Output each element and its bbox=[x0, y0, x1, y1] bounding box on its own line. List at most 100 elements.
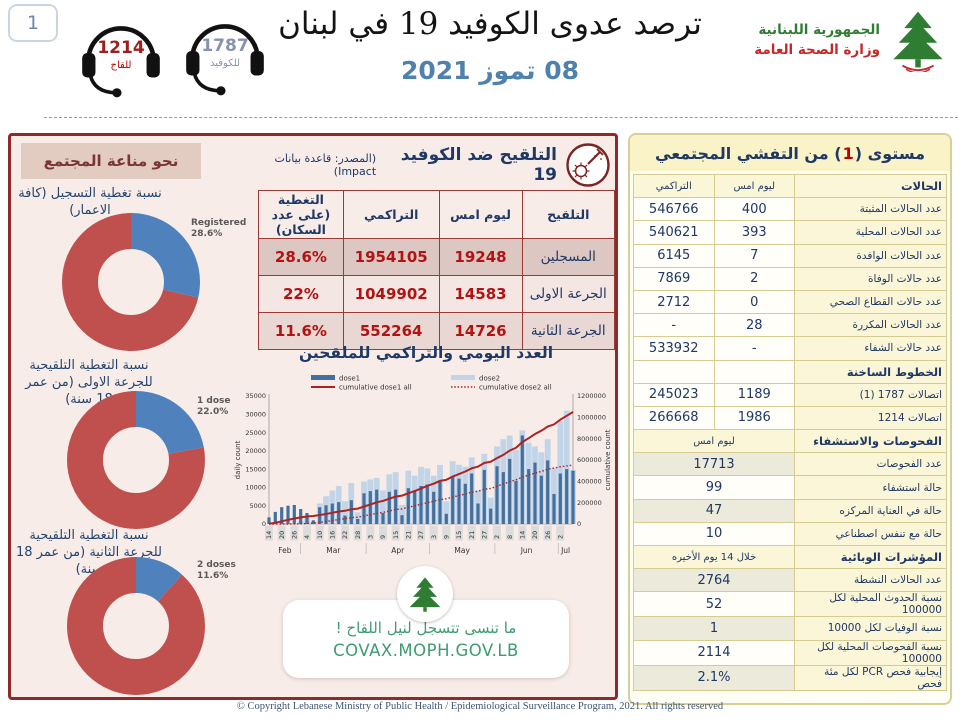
ministry-line2: وزارة الصحة العامة bbox=[754, 42, 880, 58]
svg-text:800000: 800000 bbox=[577, 435, 602, 443]
cumulative-value: 552264 bbox=[342, 312, 440, 350]
svg-text:26: 26 bbox=[291, 531, 299, 539]
table-row: اتصالات 1214 1986 266668 bbox=[633, 405, 947, 431]
cumulative-value: 1049902 bbox=[342, 275, 440, 313]
row-label: الخطوط الساخنة bbox=[794, 359, 947, 384]
row-value: 6145 bbox=[633, 243, 715, 268]
vaccination-title: التلقيح ضد الكوفيد 19 bbox=[400, 145, 557, 185]
row-label: المسجلين bbox=[521, 238, 615, 276]
daily-cumulative-chart: dose1 dose2 cumulative dose1 all cumulative… bbox=[233, 372, 615, 560]
outbreak-level: 1 bbox=[842, 143, 854, 163]
header-divider bbox=[44, 117, 958, 118]
row-value: 0 bbox=[713, 289, 795, 315]
outbreak-table: الحالات ليوم امس التراكمي عدد الحالات المثب… bbox=[633, 173, 947, 691]
hotline-covid-label: للكوفيد bbox=[209, 58, 241, 69]
svg-text:27: 27 bbox=[481, 531, 489, 539]
svg-text:20000: 20000 bbox=[245, 447, 266, 455]
svg-text:Mar: Mar bbox=[326, 546, 341, 555]
table-row: حالة مع تنفس اصطناعي 10 bbox=[633, 521, 947, 547]
callout-series: 2 doses bbox=[197, 560, 236, 570]
callout-series: 1 dose bbox=[197, 396, 231, 406]
row-value: 52 bbox=[633, 591, 795, 618]
col-coverage: التغطية (على عدد السكان) bbox=[258, 190, 344, 239]
svg-text:20: 20 bbox=[531, 531, 539, 539]
table-row: المسجلين 19248 1954105 28.6% bbox=[258, 238, 615, 276]
row-value: 2114 bbox=[633, 639, 795, 666]
row-value: 28 bbox=[713, 313, 795, 338]
col-vaccination: التلقيح bbox=[521, 190, 615, 239]
row-value: - bbox=[713, 336, 795, 361]
covax-message: ما تنسى تتسجل لنيل اللقاح ! bbox=[335, 618, 517, 637]
table-header-row: التلقيح ليوم امس التراكمي التغطية (على ع… bbox=[258, 190, 615, 239]
svg-text:9: 9 bbox=[443, 535, 451, 539]
svg-text:5000: 5000 bbox=[249, 502, 266, 510]
row-value: 2712 bbox=[633, 289, 715, 315]
table-row: الجرعة الثانية 14726 552264 11.6% bbox=[258, 312, 615, 350]
table-row: عدد حالات الشفاء -533932 bbox=[633, 336, 947, 361]
row-label: الحالات bbox=[794, 173, 947, 199]
row-value: ليوم امس bbox=[713, 173, 795, 199]
hotline-vaccine-number: 1214 bbox=[97, 38, 145, 58]
svg-text:daily count: daily count bbox=[234, 440, 242, 479]
row-label: عدد الحالات الوافدة bbox=[794, 243, 947, 268]
table-row: الجرعة الاولى 14583 1049902 22% bbox=[258, 275, 615, 313]
row-value: 1986 bbox=[713, 405, 795, 431]
headset-icon bbox=[186, 24, 264, 96]
callout-percent: 28.6% bbox=[191, 229, 223, 240]
row-value: 533932 bbox=[633, 336, 715, 361]
table-row: عدد الفحوصات 17713 bbox=[633, 452, 947, 477]
row-label: عدد حالات القطاع الصحي bbox=[794, 289, 947, 315]
row-label: عدد حالات الشفاء bbox=[794, 336, 947, 361]
svg-text:0: 0 bbox=[577, 520, 581, 528]
row-label: نسبة الفحوصات المحلية لكل 100000 bbox=[794, 639, 947, 666]
hotline-covid-number: 1787 bbox=[201, 36, 249, 56]
row-value: 47 bbox=[633, 498, 795, 523]
vaccination-header: التلقيح ضد الكوفيد 19 (المصدر: قاعدة بيا… bbox=[239, 142, 611, 188]
donut-callout-dose1: 1 dose 22.0% bbox=[197, 396, 267, 419]
row-label: المؤشرات الوبائية bbox=[794, 544, 947, 570]
row-value: ليوم امس bbox=[633, 429, 795, 454]
table-row: حالة في العناية المركزه 47 bbox=[633, 498, 947, 523]
vaccination-table: التلقيح ليوم امس التراكمي التغطية (على ع… bbox=[258, 190, 615, 350]
donut-callout-registered: Registered 28.6% bbox=[191, 218, 261, 241]
coverage-value: 22% bbox=[258, 275, 344, 313]
row-label: نسبة الحدوث المحلية لكل 100000 bbox=[794, 591, 947, 618]
row-value: 266668 bbox=[633, 405, 715, 431]
cedar-icon bbox=[409, 577, 441, 612]
table-row: الخطوط الساخنة bbox=[633, 359, 947, 384]
row-value: التراكمي bbox=[633, 173, 715, 199]
svg-text:Apr: Apr bbox=[391, 546, 405, 555]
row-value: 17713 bbox=[633, 452, 795, 477]
svg-text:1000000: 1000000 bbox=[577, 414, 606, 422]
table-row: نسبة الفحوصات المحلية لكل 100000 2114 bbox=[633, 639, 947, 666]
row-value: - bbox=[633, 313, 715, 338]
svg-text:Jun: Jun bbox=[520, 546, 533, 555]
svg-text:3: 3 bbox=[430, 535, 438, 539]
row-value: 546766 bbox=[633, 197, 715, 222]
covax-link[interactable]: COVAX.MOPH.GOV.LB bbox=[333, 640, 519, 660]
cedar-icon bbox=[893, 11, 943, 72]
callout-percent: 22.0% bbox=[197, 407, 229, 418]
svg-text:26: 26 bbox=[544, 531, 552, 539]
table-row: عدد الحالات المحلية 393 540621 bbox=[633, 220, 947, 245]
row-value: 1189 bbox=[713, 382, 795, 407]
hotline-vaccine-label: للقاح bbox=[110, 60, 132, 71]
row-label: الجرعة الثانية bbox=[521, 312, 615, 350]
svg-text:May: May bbox=[454, 546, 470, 555]
row-value bbox=[713, 359, 795, 384]
svg-text:9: 9 bbox=[379, 535, 387, 539]
row-label: الفحوصات والاستشفاء bbox=[794, 429, 947, 454]
table-row: عدد حالات الوفاة 2 7869 bbox=[633, 266, 947, 291]
svg-text:2: 2 bbox=[493, 535, 501, 539]
svg-text:2: 2 bbox=[557, 535, 565, 539]
coverage-value: 28.6% bbox=[258, 238, 344, 276]
row-value: 540621 bbox=[633, 220, 715, 245]
copyright-footer: © Copyright Lebanese Ministry of Public … bbox=[236, 701, 724, 712]
table-row: عدد الحالات الوافدة 7 6145 bbox=[633, 243, 947, 268]
immunity-section-title: نحو مناعة المجتمع bbox=[21, 143, 201, 179]
svg-text:15000: 15000 bbox=[245, 465, 266, 473]
svg-text:400000: 400000 bbox=[577, 478, 602, 486]
svg-text:10: 10 bbox=[316, 531, 324, 539]
yesterday-value: 14583 bbox=[438, 275, 523, 313]
